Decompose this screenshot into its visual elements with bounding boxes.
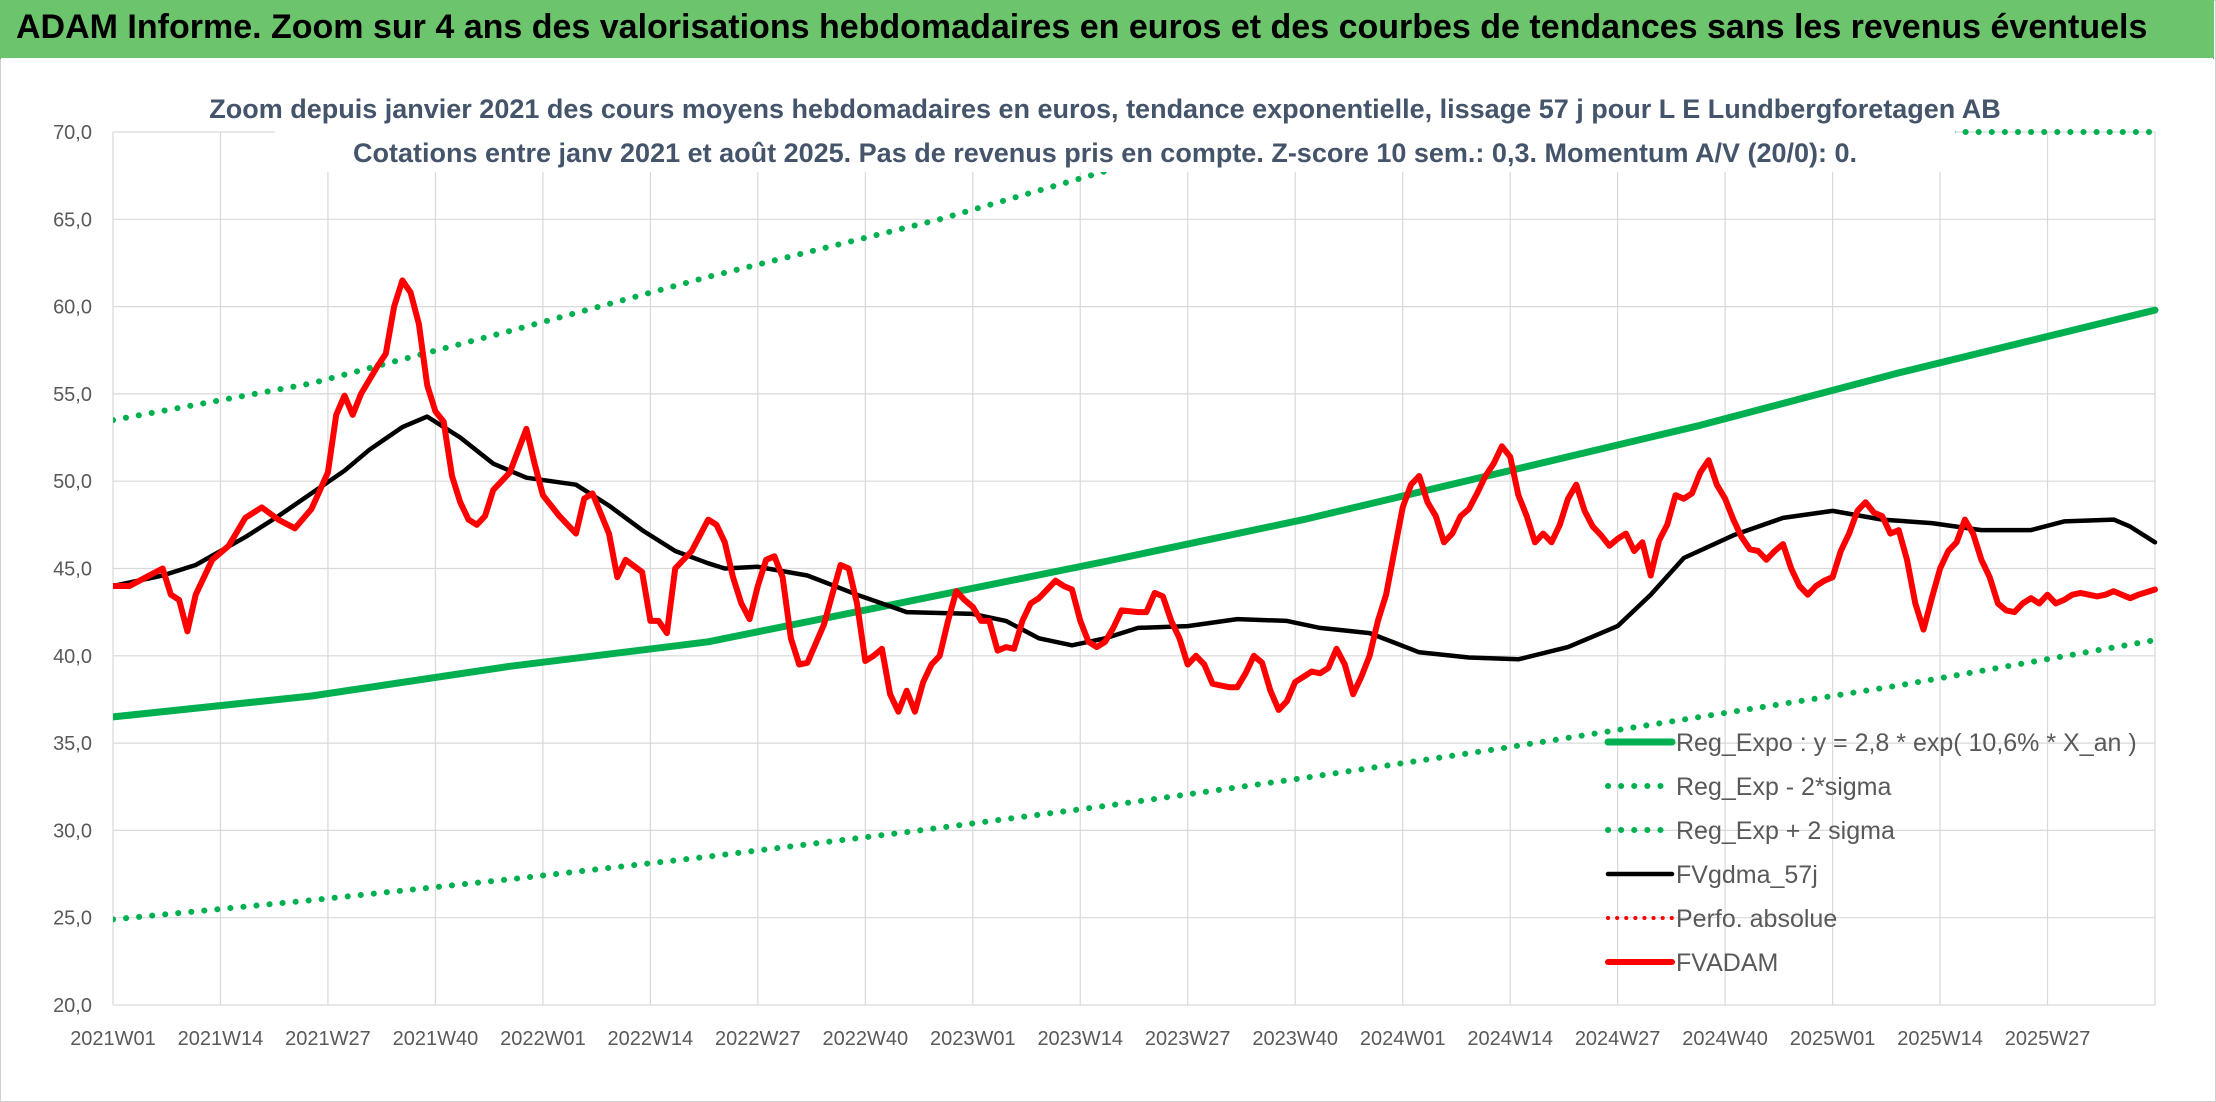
chart-title-line2: Cotations entre janv 2021 et août 2025. …: [353, 138, 1857, 168]
x-tick-label: 2024W01: [1360, 1028, 1446, 1050]
x-tick-label: 2023W01: [930, 1028, 1016, 1050]
legend: Reg_Expo : y = 2,8 * exp( 10,6% * X_an )…: [1604, 729, 2137, 977]
x-axis-ticks: 2021W01 2021W14 2021W27 2021W40 2022W01 2022W…: [70, 1028, 2090, 1050]
y-tick-label: 40,0: [53, 646, 92, 668]
chart-area: [1, 58, 2213, 1100]
series-line-reg-exp-2-sigma: [113, 120, 1284, 424]
y-tick-label: 55,0: [53, 384, 92, 406]
x-tick-label: 2023W27: [1145, 1028, 1231, 1050]
series-line-reg-exp-2-sigma: [113, 637, 2158, 923]
y-axis-ticks: 70,0 65,0 60,0 55,0 50,0 45,0 40,0 35,0 30,0 25,0…: [53, 122, 92, 1017]
chart-title-line1: Zoom depuis janvier 2021 des cours moyen…: [209, 94, 2001, 124]
y-tick-label: 50,0: [53, 471, 92, 493]
title-background: [275, 84, 1955, 172]
x-tick-label: 2024W40: [1682, 1028, 1768, 1050]
x-tick-label: 2023W40: [1252, 1028, 1338, 1050]
x-tick-label: 2025W14: [1897, 1028, 1983, 1050]
legend-label: Perfo. absolue: [1676, 905, 1837, 933]
legend-label: Reg_Expo : y = 2,8 * exp( 10,6% * X_an ): [1676, 729, 2137, 757]
series-lines: [113, 120, 2159, 923]
x-tick-label: 2021W14: [178, 1028, 264, 1050]
y-tick-label: 45,0: [53, 559, 92, 581]
x-tick-label: 2025W27: [2005, 1028, 2091, 1050]
x-tick-label: 2024W27: [1575, 1028, 1661, 1050]
x-tick-label: 2021W27: [285, 1028, 371, 1050]
y-tick-label: 25,0: [53, 908, 92, 930]
x-tick-label: 2022W27: [715, 1028, 801, 1050]
y-tick-label: 35,0: [53, 733, 92, 755]
x-tick-label: 2024W14: [1467, 1028, 1553, 1050]
legend-label: Reg_Exp + 2 sigma: [1676, 817, 1895, 845]
y-tick-label: 30,0: [53, 820, 92, 842]
legend-label: FVgdma_57j: [1676, 861, 1818, 889]
legend-label: Reg_Exp - 2*sigma: [1676, 773, 1891, 801]
x-tick-label: 2022W40: [823, 1028, 909, 1050]
y-tick-label: 20,0: [53, 995, 92, 1017]
x-tick-label: 2023W14: [1037, 1028, 1123, 1050]
x-tick-label: 2025W01: [1790, 1028, 1876, 1050]
legend-label: FVADAM: [1676, 949, 1778, 977]
x-tick-label: 2021W40: [393, 1028, 479, 1050]
header-bar: ADAM Informe. Zoom sur 4 ans des valoris…: [0, 0, 2214, 59]
x-tick-label: 2021W01: [70, 1028, 156, 1050]
x-tick-label: 2022W01: [500, 1028, 586, 1050]
y-tick-label: 65,0: [53, 209, 92, 231]
series-line-fvadam: [113, 277, 2158, 715]
y-tick-label: 70,0: [53, 122, 92, 144]
series-line-reg-expo-y-2-8-exp-10-6-: [113, 306, 2159, 721]
series-line-fvgdma-57j: [113, 414, 2158, 662]
page-title: ADAM Informe. Zoom sur 4 ans des valoris…: [16, 8, 2148, 46]
y-tick-label: 60,0: [53, 297, 92, 319]
x-tick-label: 2022W14: [608, 1028, 694, 1050]
